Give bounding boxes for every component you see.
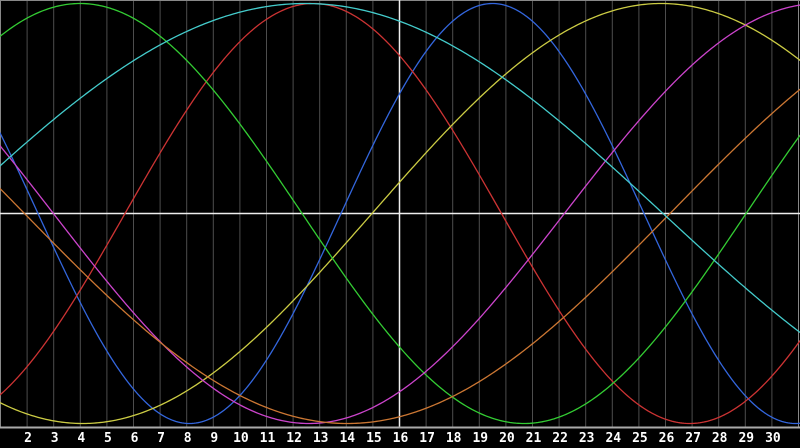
x-axis-label-day-7: 7 [157,431,166,446]
x-axis-label-day-27: 27 [685,431,701,446]
x-axis-label-day-19: 19 [472,431,489,446]
cycle-curve-53day [0,2,800,334]
cycle-curve-38day [0,4,800,425]
x-axis-label-day-24: 24 [605,431,622,446]
x-axis-label-strip: 2 3 4 5 6 7 8 9 10 11 12 13 14 15 16 17 18 19 20 21 22 23 24 25… [0,429,800,448]
x-axis-label-day-25: 25 [632,431,648,446]
x-axis-label-day-9: 9 [210,431,219,446]
x-axis-label-day-16: 16 [392,431,409,446]
x-axis-label-day-4: 4 [77,431,86,446]
x-axis-label-day-15: 15 [366,431,382,446]
x-axis-label-day-28: 28 [711,431,728,446]
x-axis-label-day-8: 8 [183,431,192,446]
x-axis-label-day-12: 12 [286,431,302,446]
x-axis-label-day-10: 10 [233,431,249,446]
x-axis-label-day-17: 17 [419,431,435,446]
x-axis-label-day-20: 20 [499,431,515,446]
cycle-curve-33day [0,2,800,425]
x-axis-label-day-13: 13 [312,431,329,446]
x-axis-label-day-2: 2 [24,431,33,446]
x-axis-label-day-3: 3 [50,431,59,446]
x-axis-label-day-11: 11 [259,431,276,446]
x-axis-label-day-23: 23 [578,431,595,446]
x-axis-label-day-14: 14 [339,431,356,446]
x-axis-label-day-18: 18 [445,431,462,446]
x-axis-label-day-5: 5 [103,431,112,446]
cycle-curve-43day [0,2,800,425]
x-axis-label-day-21: 21 [525,431,542,446]
x-axis-label-day-30: 30 [765,431,781,446]
x-axis-label-day-29: 29 [738,431,755,446]
cycle-curve-28day [0,2,800,425]
cycle-curve-23day [0,2,800,425]
x-axis-label-day-22: 22 [552,431,568,446]
x-axis-label-day-26: 26 [658,431,675,446]
x-axis-label-day-6: 6 [130,431,139,446]
